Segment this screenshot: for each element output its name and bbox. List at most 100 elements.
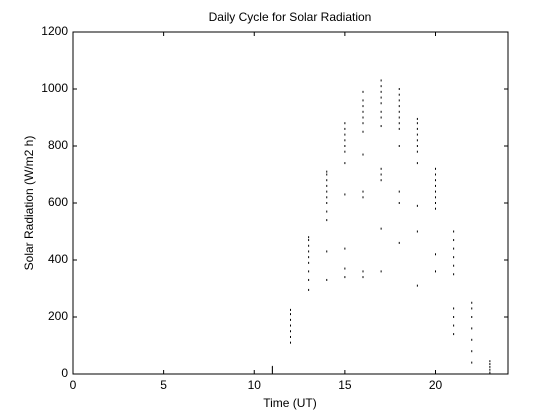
point [380, 110, 382, 113]
point [416, 230, 418, 233]
point [398, 202, 400, 204]
y-tick-label: 800 [48, 138, 68, 152]
point [326, 210, 328, 213]
point [416, 204, 418, 207]
point [362, 153, 364, 156]
point [398, 116, 400, 119]
point [290, 313, 291, 316]
point [362, 116, 364, 119]
point [326, 196, 328, 199]
x-tick-label: 15 [338, 378, 352, 392]
point [398, 88, 400, 90]
point [471, 350, 473, 353]
point [271, 368, 273, 371]
point [416, 162, 418, 165]
x-tick-label: 5 [160, 378, 167, 392]
point [344, 127, 346, 130]
point [453, 256, 455, 259]
x-tick-label: 10 [248, 378, 262, 392]
point [489, 371, 491, 374]
point [326, 170, 328, 173]
x-tick-label: 0 [70, 378, 77, 392]
point [398, 145, 400, 147]
point [435, 173, 436, 176]
point [453, 264, 455, 267]
point [362, 276, 364, 279]
point [271, 367, 273, 370]
point [326, 190, 328, 193]
point [416, 127, 418, 130]
y-tick-label: 0 [61, 366, 68, 380]
point [344, 267, 346, 270]
point [362, 90, 364, 93]
point [380, 167, 382, 170]
point [398, 105, 400, 108]
point [471, 307, 473, 310]
point [398, 241, 400, 244]
point [453, 333, 455, 336]
point [471, 316, 473, 318]
point [453, 316, 455, 318]
point [453, 307, 455, 310]
chart-title: Daily Cycle for Solar Radiation [209, 10, 372, 24]
point [398, 99, 400, 102]
point [362, 110, 364, 113]
point [453, 273, 455, 276]
point [471, 361, 473, 364]
point [380, 173, 382, 176]
point [489, 360, 491, 363]
point [362, 99, 364, 102]
point [416, 284, 418, 287]
point [344, 276, 346, 279]
point [380, 116, 382, 119]
point [271, 365, 273, 368]
point [344, 162, 346, 165]
point [471, 301, 473, 304]
point [290, 330, 291, 333]
point [290, 341, 291, 344]
point [308, 270, 310, 273]
point [416, 122, 418, 125]
x-tick-label: 20 [429, 378, 443, 392]
point [326, 202, 328, 204]
point [416, 117, 418, 120]
point [308, 250, 310, 253]
point [344, 247, 346, 250]
point [435, 196, 436, 199]
point [308, 236, 310, 239]
point [380, 270, 382, 273]
point [398, 93, 400, 96]
point [344, 133, 346, 136]
point [489, 368, 491, 371]
point [489, 363, 491, 366]
point [380, 96, 382, 99]
point [435, 167, 436, 170]
point [271, 370, 273, 373]
point [435, 190, 436, 193]
point [416, 150, 418, 153]
point [489, 365, 491, 368]
point [435, 184, 436, 187]
point [435, 207, 436, 210]
plot-area [72, 31, 509, 375]
point [398, 110, 400, 113]
point [326, 219, 328, 222]
y-tick-label: 200 [48, 309, 68, 323]
point [308, 256, 310, 259]
point [290, 335, 291, 338]
point [380, 90, 382, 93]
y-axis-label: Solar Radiation (W/m2 h) [22, 136, 36, 271]
point [471, 338, 473, 341]
point [344, 193, 346, 196]
point [380, 102, 382, 105]
point [416, 133, 418, 136]
point [344, 150, 346, 153]
point [380, 227, 382, 230]
point [362, 190, 364, 193]
y-tick-label: 400 [48, 252, 68, 266]
point [326, 278, 328, 281]
point [362, 270, 364, 273]
point [453, 239, 455, 242]
point [308, 244, 310, 247]
